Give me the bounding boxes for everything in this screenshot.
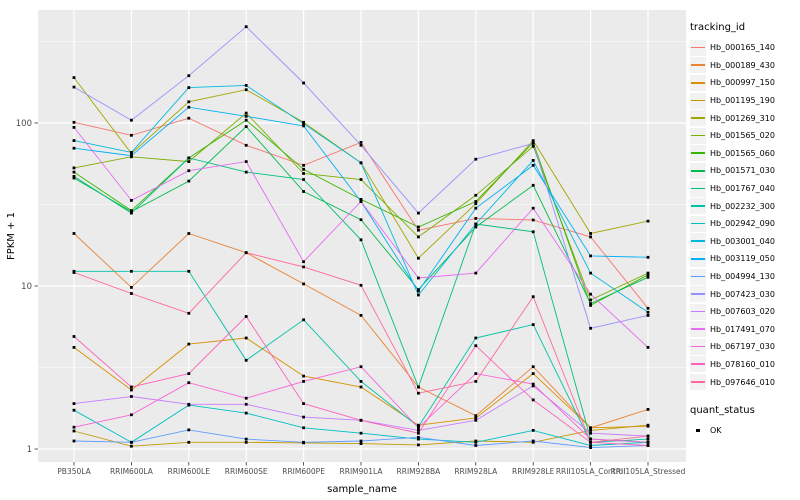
legend: tracking_id Hb_000165_140 Hb_000189_430 Hb… <box>690 22 800 439</box>
legend-key-line <box>690 374 706 391</box>
legend-item-label: Hb_078160_010 <box>710 359 775 369</box>
legend-key-line <box>690 110 706 127</box>
y-axis-tick-labels: 1 10 100 <box>16 119 32 455</box>
legend-item: Hb_001565_060 <box>690 145 800 163</box>
legend-key-line <box>690 233 706 250</box>
legend-item: Hb_004994_130 <box>690 268 800 286</box>
y-axis-title: FPKM + 1 <box>6 212 17 260</box>
legend-item-label: Hb_007423_030 <box>710 289 775 299</box>
legend-item-label: Hb_002232_300 <box>710 201 775 211</box>
legend-key-line <box>690 286 706 303</box>
legend-key-line <box>690 92 706 109</box>
legend-key-line <box>690 74 706 91</box>
y-tick-label: 1 <box>27 445 32 455</box>
legend-item: Hb_001195_190 <box>690 92 800 110</box>
x-tick-label: RRIM928LA <box>454 467 498 476</box>
x-tick-label: RRIM600SE <box>225 467 268 476</box>
legend-key-line <box>690 303 706 320</box>
x-tick-label: RRIM600LA <box>110 467 154 476</box>
quant-status-label: OK <box>710 426 722 436</box>
legend-key-line <box>690 57 706 74</box>
legend-item: Hb_078160_010 <box>690 356 800 374</box>
gridlines <box>38 10 686 462</box>
legend-item-label: Hb_000189_430 <box>710 60 775 70</box>
quant-status-item: OK <box>690 422 800 440</box>
legend-item: Hb_017491_070 <box>690 321 800 339</box>
legend-item: Hb_001269_310 <box>690 109 800 127</box>
axis-ticks <box>34 122 649 466</box>
legend-item: Hb_001565_020 <box>690 127 800 145</box>
legend-key-line <box>690 180 706 197</box>
legend-key-line <box>690 250 706 267</box>
x-tick-label: PB350LA <box>57 467 91 476</box>
legend-key-line <box>690 356 706 373</box>
legend-item: Hb_000997_150 <box>690 74 800 92</box>
legend-item: Hb_003119_050 <box>690 250 800 268</box>
x-tick-label: RRII105LA_Control <box>556 467 626 476</box>
legend-item-label: Hb_007603_020 <box>710 307 775 317</box>
legend-item: Hb_067197_030 <box>690 338 800 356</box>
y-tick-label: 100 <box>16 119 32 129</box>
legend-item-label: Hb_004994_130 <box>710 272 775 282</box>
legend-item-label: Hb_000165_140 <box>710 43 775 53</box>
legend-item: Hb_002232_300 <box>690 197 800 215</box>
legend-item-label: Hb_067197_030 <box>710 342 775 352</box>
legend-key-line <box>690 145 706 162</box>
legend-item-label: Hb_000997_150 <box>710 78 775 88</box>
color-legend-title: tracking_id <box>690 22 746 33</box>
legend-key-line <box>690 268 706 285</box>
legend-item-label: Hb_003001_040 <box>710 236 775 246</box>
legend-item-label: Hb_001767_040 <box>710 184 775 194</box>
x-tick-label: RRII105LA_Stressed <box>611 467 686 476</box>
x-tick-label: RRIM600LE <box>168 467 211 476</box>
legend-key-line <box>690 338 706 355</box>
legend-item-label: Hb_001269_310 <box>710 113 775 123</box>
legend-item: Hb_001571_030 <box>690 162 800 180</box>
legend-item-label: Hb_001565_060 <box>710 148 775 158</box>
legend-item: Hb_003001_040 <box>690 233 800 251</box>
legend-key-point <box>690 422 706 439</box>
legend-key-line <box>690 215 706 232</box>
color-legend-items: Hb_000165_140 Hb_000189_430 Hb_000997_150 H… <box>690 39 800 391</box>
legend-item-label: Hb_001195_190 <box>710 96 775 106</box>
legend-item: Hb_007423_030 <box>690 285 800 303</box>
legend-item-label: Hb_001565_020 <box>710 131 775 141</box>
legend-key-line <box>690 162 706 179</box>
legend-item-label: Hb_003119_050 <box>710 254 775 264</box>
x-tick-label: RRIM600PE <box>282 467 325 476</box>
x-tick-label: RRIM928LE <box>512 467 555 476</box>
legend-item: Hb_001767_040 <box>690 180 800 198</box>
legend-key-line <box>690 198 706 215</box>
legend-item: Hb_007603_020 <box>690 303 800 321</box>
legend-item: Hb_002942_090 <box>690 215 800 233</box>
legend-item: Hb_000165_140 <box>690 39 800 57</box>
legend-key-line <box>690 127 706 144</box>
y-tick-label: 10 <box>21 282 32 292</box>
x-axis-title: sample_name <box>327 484 397 495</box>
legend-item: Hb_000189_430 <box>690 57 800 75</box>
x-axis-tick-labels: PB350LA RRIM600LA RRIM600LE RRIM600SE RRIM60… <box>57 467 685 476</box>
legend-item: Hb_097646_010 <box>690 373 800 391</box>
x-tick-label: RRIM928BA <box>397 467 442 476</box>
series-points <box>72 25 650 449</box>
shape-legend-items: OK <box>690 422 800 440</box>
shape-legend-title: quant_status <box>690 404 755 416</box>
legend-item-label: Hb_002942_090 <box>710 219 775 229</box>
legend-item-label: Hb_001571_030 <box>710 166 775 176</box>
legend-key-line <box>690 39 706 56</box>
x-tick-label: RRIM901LA <box>340 467 384 476</box>
legend-key-line <box>690 321 706 338</box>
legend-item-label: Hb_017491_070 <box>710 324 775 334</box>
legend-item-label: Hb_097646_010 <box>710 377 775 387</box>
